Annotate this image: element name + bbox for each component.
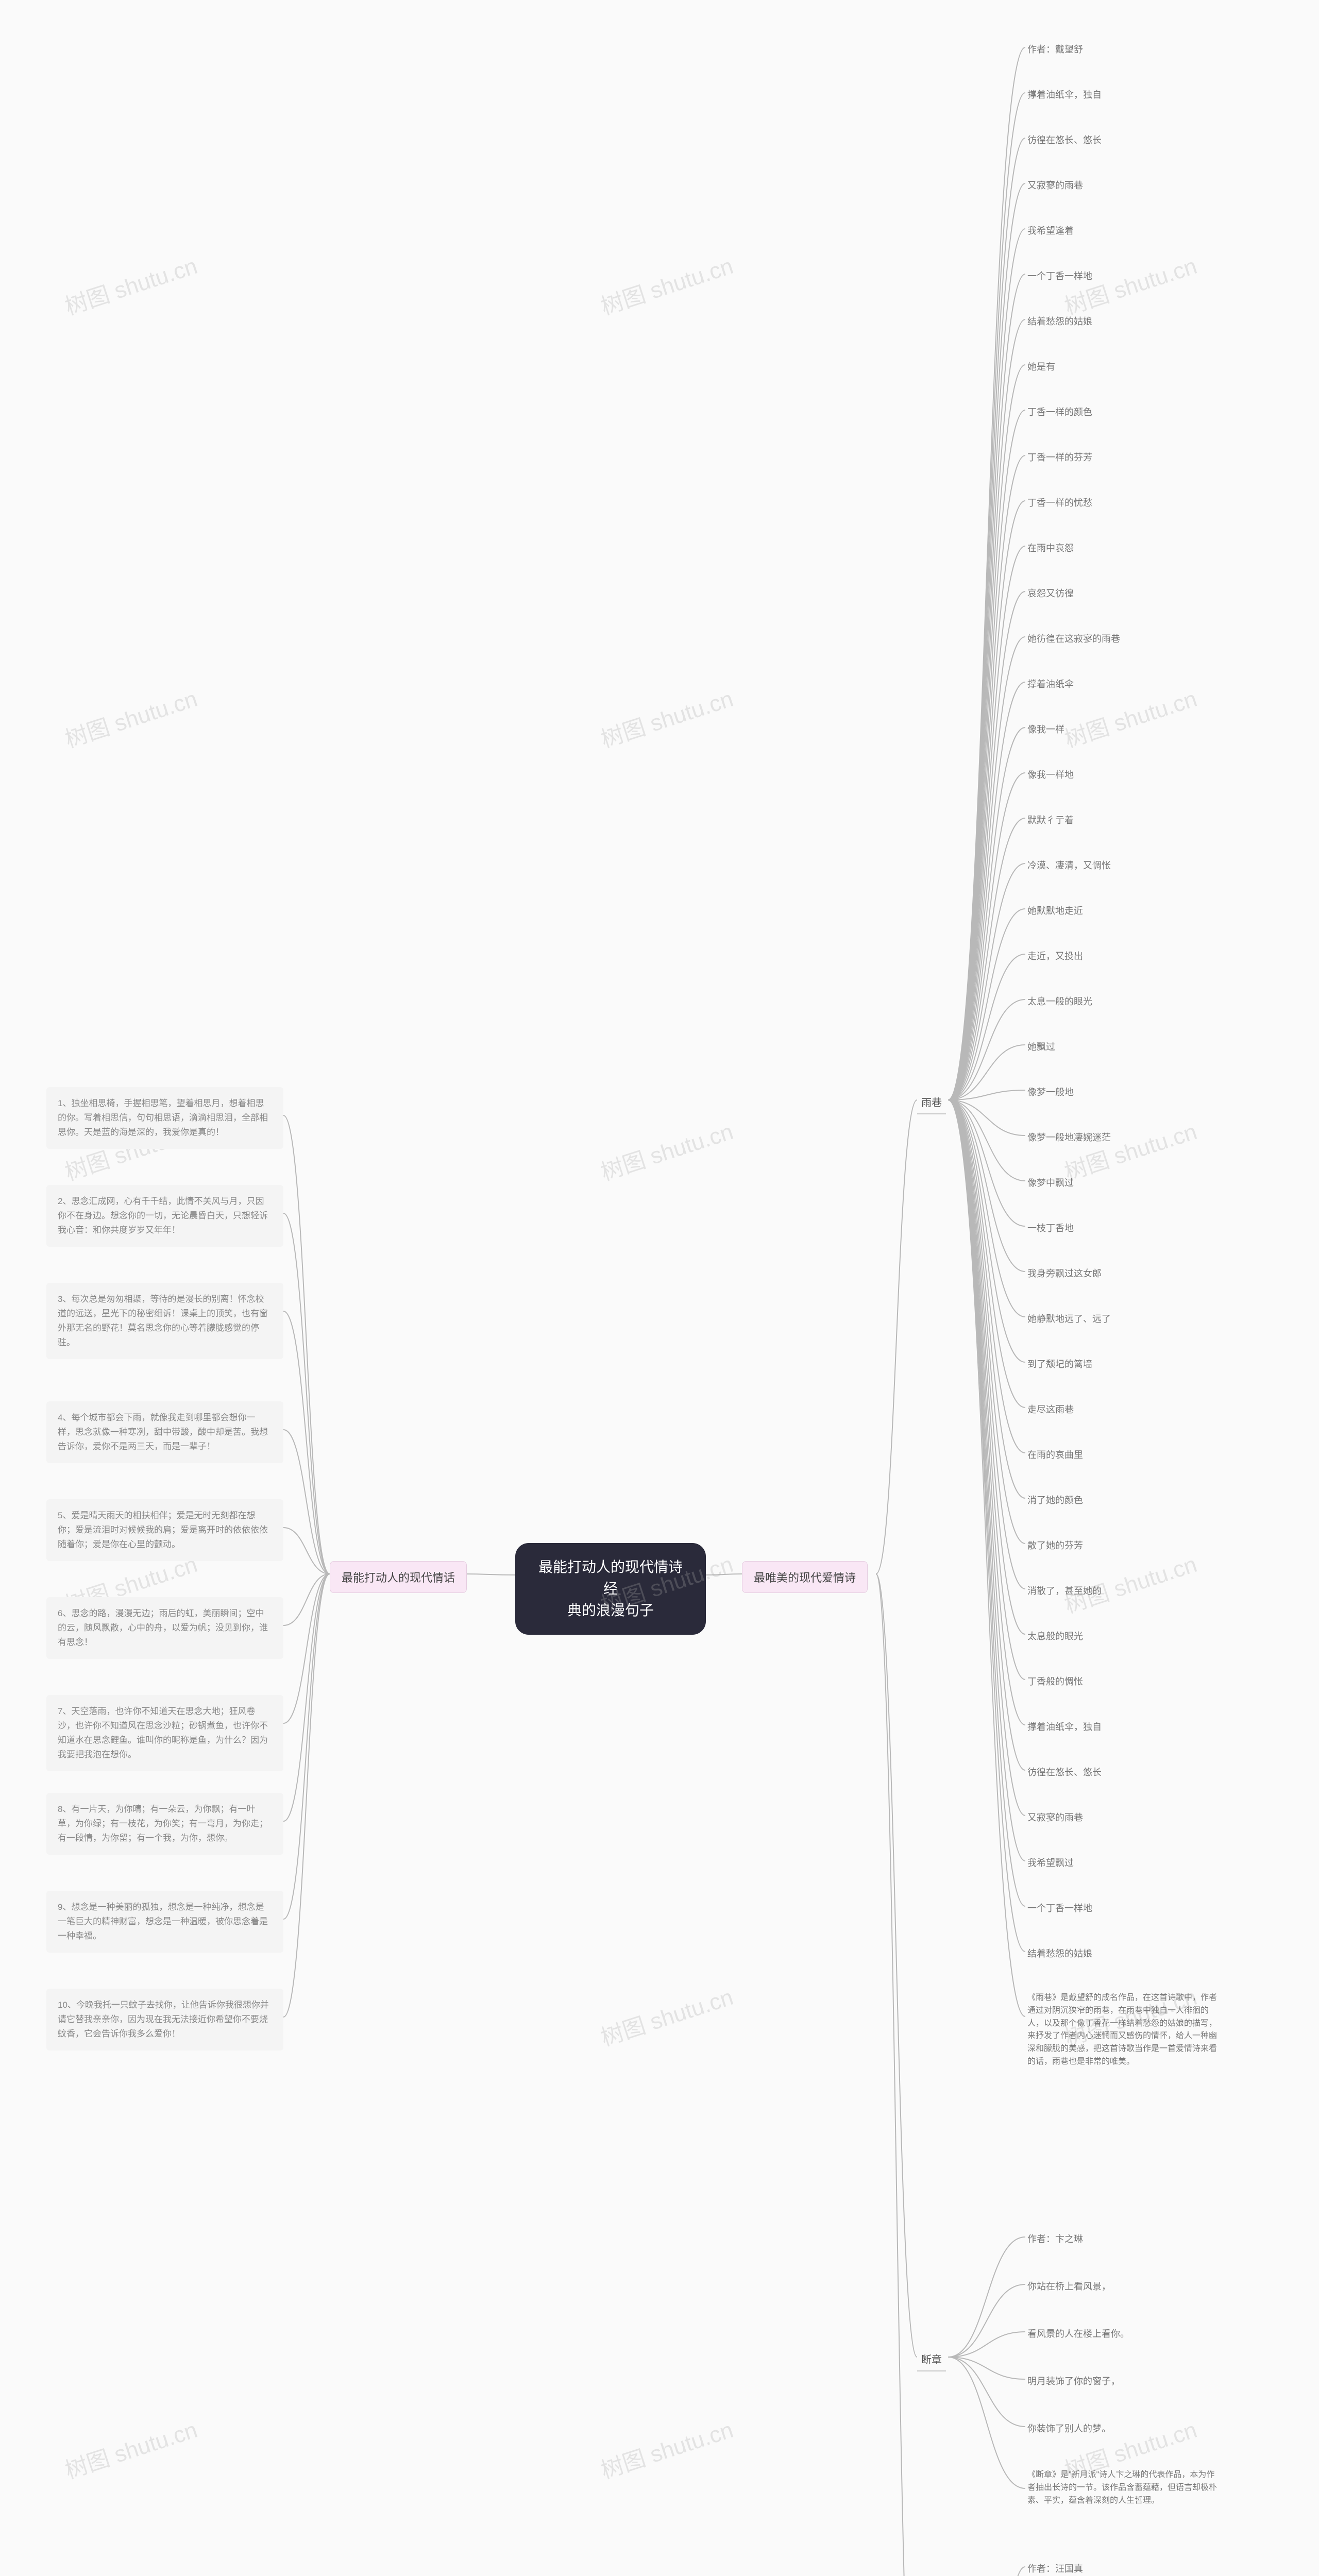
rain-leaf: 我希望逢着 bbox=[1025, 223, 1076, 238]
rain-leaf: 彷徨在悠长、悠长 bbox=[1025, 1764, 1104, 1780]
rain-leaf: 像梦一般地凄婉迷茫 bbox=[1025, 1129, 1113, 1145]
watermark: 树图 shutu.cn bbox=[60, 247, 201, 321]
left-branch-label: 最能打动人的现代情话 bbox=[342, 1571, 455, 1584]
left-item: 5、爱是晴天雨天的相扶相伴；爱是无时无刻都在想你；爱是流泪时对候候我的肩；爱是离… bbox=[46, 1499, 283, 1561]
sub-rain: 雨巷 bbox=[917, 1092, 946, 1114]
root-text-1: 最能打动人的现代情诗 经 bbox=[538, 1559, 683, 1597]
right-branch-label: 最唯美的现代爱情诗 bbox=[754, 1571, 856, 1584]
rain-leaf: 默默彳亍着 bbox=[1025, 812, 1076, 827]
rain-leaf: 消散了，甚至她的 bbox=[1025, 1583, 1104, 1598]
rain-leaf: 散了她的芬芳 bbox=[1025, 1537, 1085, 1553]
left-item: 6、思念的路，漫漫无边；雨后的虹，美丽瞬间；空中的云，随风飘散，心中的舟，以爱为… bbox=[46, 1597, 283, 1659]
rain-leaf: 撑着油纸伞 bbox=[1025, 676, 1076, 691]
rain-leaf: 丁香般的惆怅 bbox=[1025, 1673, 1085, 1689]
rain-leaf: 又寂寥的雨巷 bbox=[1025, 1809, 1085, 1825]
rain-leaf: 太息般的眼光 bbox=[1025, 1628, 1085, 1643]
root-node: 最能打动人的现代情诗 经 典的浪漫句子 bbox=[515, 1543, 706, 1635]
rain-leaf: 消了她的颜色 bbox=[1025, 1492, 1085, 1507]
rain-leaf: 我希望飘过 bbox=[1025, 1855, 1076, 1870]
watermark: 树图 shutu.cn bbox=[60, 680, 201, 754]
left-item: 9、想念是一种美丽的孤独，想念是一种纯净，想念是一笔巨大的精神财富，想念是一种温… bbox=[46, 1891, 283, 1953]
rain-leaf: 结着愁怨的姑娘 bbox=[1025, 313, 1094, 329]
rain-leaf: 又寂寥的雨巷 bbox=[1025, 177, 1085, 193]
sub-duanzhang-label: 断章 bbox=[921, 2354, 942, 2366]
rain-leaf: 丁香一样的忧愁 bbox=[1025, 495, 1094, 510]
rain-leaf: 撑着油纸伞，独自 bbox=[1025, 87, 1104, 102]
left-item: 4、每个城市都会下雨，就像我走到哪里都会想你一样，思念就像一种寒冽，甜中带酸，酸… bbox=[46, 1401, 283, 1463]
sub-rain-label: 雨巷 bbox=[921, 1097, 942, 1109]
forget-leaf: 作者：汪国真 bbox=[1025, 2561, 1085, 2576]
rain-leaf: 在雨的哀曲里 bbox=[1025, 1447, 1085, 1462]
watermark: 树图 shutu.cn bbox=[596, 2411, 737, 2485]
rain-leaf: 走近，又投出 bbox=[1025, 948, 1085, 963]
rain-leaf: 她飘过 bbox=[1025, 1039, 1057, 1054]
rain-leaf: 像梦中飘过 bbox=[1025, 1175, 1076, 1190]
rain-leaf: 我身旁飘过这女郎 bbox=[1025, 1265, 1104, 1281]
watermark: 树图 shutu.cn bbox=[1060, 1113, 1200, 1187]
duanzhang-leaf: 你站在桥上看风景， bbox=[1025, 2278, 1113, 2294]
rain-leaf: 彷徨在悠长、悠长 bbox=[1025, 132, 1104, 147]
left-item: 3、每次总是匆匆相聚，等待的是漫长的别离！怀念校道的远送，星光下的秘密细诉！课桌… bbox=[46, 1283, 283, 1359]
rain-leaf: 太息一般的眼光 bbox=[1025, 993, 1094, 1009]
rain-leaf: 结着愁怨的姑娘 bbox=[1025, 1945, 1094, 1961]
watermark: 树图 shutu.cn bbox=[60, 2411, 201, 2485]
rain-leaf: 在雨中哀怨 bbox=[1025, 540, 1076, 555]
right-branch: 最唯美的现代爱情诗 bbox=[742, 1561, 868, 1593]
rain-leaf: 丁香一样的芬芳 bbox=[1025, 449, 1094, 465]
left-item: 1、独坐相思椅，手握相思笔，望着相思月，想着相思的你。写着相思信，句句相思语，滴… bbox=[46, 1087, 283, 1149]
rain-leaf: 像我一样地 bbox=[1025, 767, 1076, 782]
left-item: 7、天空落雨，也许你不知道天在思念大地；狂风卷沙，也许你不知道风在思念沙粒；砂锅… bbox=[46, 1695, 283, 1771]
left-branch: 最能打动人的现代情话 bbox=[330, 1561, 467, 1593]
rain-leaf: 到了颓圮的篱墙 bbox=[1025, 1356, 1094, 1371]
rain-leaf: 作者：戴望舒 bbox=[1025, 41, 1085, 57]
rain-leaf: 一枝丁香地 bbox=[1025, 1220, 1076, 1235]
duanzhang-leaf: 看风景的人在楼上看你。 bbox=[1025, 2326, 1131, 2341]
duanzhang-leaf: 你装饰了别人的梦。 bbox=[1025, 2420, 1113, 2436]
rain-leaf: 撑着油纸伞，独自 bbox=[1025, 1719, 1104, 1734]
rain-leaf: 她默默地走近 bbox=[1025, 903, 1085, 918]
duanzhang-note: 《断章》是"新月派"诗人卞之琳的代表作品，本为作者抽出长诗的一节。该作品含蓄蕴藉… bbox=[1025, 2468, 1221, 2508]
watermark: 树图 shutu.cn bbox=[1060, 247, 1200, 321]
rain-leaf: 她是有 bbox=[1025, 359, 1057, 374]
watermark: 树图 shutu.cn bbox=[1060, 680, 1200, 754]
rain-note: 《雨巷》是戴望舒的成名作品，在这首诗歌中，作者通过对阴沉狭窄的雨巷，在雨巷中独自… bbox=[1025, 1991, 1221, 2070]
rain-leaf: 一个丁香一样地 bbox=[1025, 268, 1094, 283]
root-text-2: 典的浪漫句子 bbox=[567, 1602, 654, 1618]
rain-leaf: 哀怨又彷徨 bbox=[1025, 585, 1076, 601]
watermark: 树图 shutu.cn bbox=[596, 1113, 737, 1187]
rain-leaf: 她静默地远了、远了 bbox=[1025, 1311, 1113, 1326]
sub-duanzhang: 断章 bbox=[917, 2349, 946, 2371]
rain-leaf: 冷漠、凄清，又惆怅 bbox=[1025, 857, 1113, 873]
rain-leaf: 像梦一般地 bbox=[1025, 1084, 1076, 1099]
duanzhang-leaf: 明月装饰了你的窗子， bbox=[1025, 2373, 1122, 2388]
left-item: 2、思念汇成网，心有千千结，此情不关风与月，只因你不在身边。想念你的一切，无论晨… bbox=[46, 1185, 283, 1247]
watermark: 树图 shutu.cn bbox=[596, 1978, 737, 2052]
rain-leaf: 像我一样 bbox=[1025, 721, 1067, 737]
rain-leaf: 丁香一样的颜色 bbox=[1025, 404, 1094, 419]
left-item: 10、今晚我托一只蚊子去找你，让他告诉你我很想你并请它替我亲亲你，因为现在我无法… bbox=[46, 1989, 283, 2050]
rain-leaf: 走尽这雨巷 bbox=[1025, 1401, 1076, 1417]
watermark: 树图 shutu.cn bbox=[596, 680, 737, 754]
watermark: 树图 shutu.cn bbox=[596, 247, 737, 321]
duanzhang-leaf: 作者：卞之琳 bbox=[1025, 2231, 1085, 2246]
rain-leaf: 一个丁香一样地 bbox=[1025, 1900, 1094, 1916]
left-item: 8、有一片天，为你晴；有一朵云，为你飘；有一叶草，为你绿；有一枝花，为你笑；有一… bbox=[46, 1793, 283, 1855]
rain-leaf: 她彷徨在这寂寥的雨巷 bbox=[1025, 631, 1122, 646]
